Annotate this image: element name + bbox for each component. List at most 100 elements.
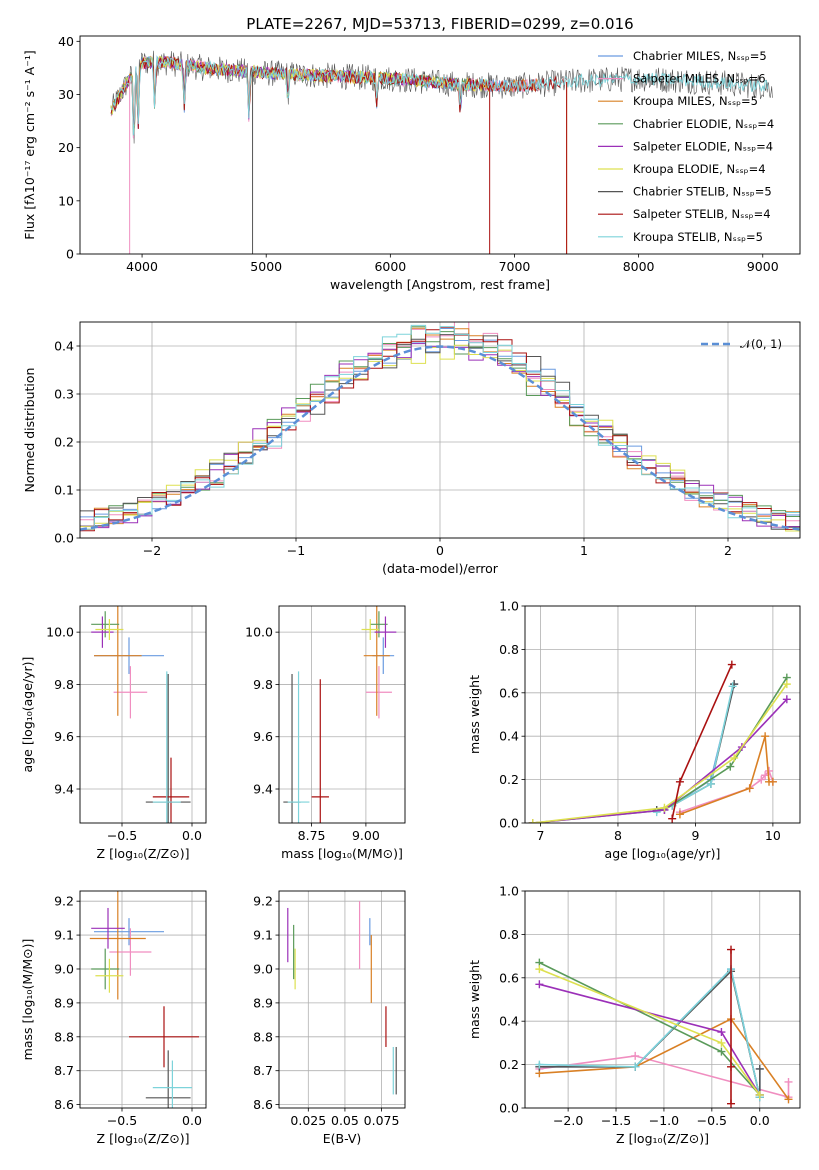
- weight-marker: [727, 945, 736, 954]
- legend-entry: Kroupa ELODIE, Nₛₛₚ=4: [633, 162, 766, 176]
- y-tick-label: 8.7: [54, 1063, 74, 1078]
- x-tick-label: 2: [724, 543, 732, 558]
- x-tick-label: 0.0: [182, 828, 202, 843]
- y-tick-label: 8.7: [253, 1063, 273, 1078]
- y-tick-label: 0.0: [499, 816, 519, 831]
- y-tick-label: 0.0: [499, 1101, 519, 1116]
- x-tick-label: −1: [287, 543, 305, 558]
- weight-marker: [660, 803, 669, 812]
- plot-area-spectrum: [110, 50, 773, 254]
- x-tick-label: −2.0: [553, 1113, 583, 1128]
- y-axis-label: age [log₁₀(age/yr)]: [20, 657, 35, 773]
- legend-entry: Chabrier STELIB, Nₛₛₚ=5: [633, 185, 772, 199]
- weight-line-3: [532, 677, 788, 823]
- weight-marker: [768, 777, 777, 786]
- x-tick-label: 7: [537, 828, 545, 843]
- y-tick-label: 0.4: [54, 339, 74, 354]
- axes-frame: [524, 605, 801, 824]
- y-tick-label: 8.6: [54, 1097, 74, 1112]
- x-axis-label: mass [log₁₀(M/M⊙)]: [281, 846, 403, 861]
- y-tick-label: 8.8: [54, 1029, 74, 1044]
- axes-frame: [524, 890, 801, 1109]
- x-tick-label: 10: [765, 828, 781, 843]
- weight-marker: [784, 1077, 793, 1086]
- weight-marker: [717, 1028, 726, 1037]
- axes-frame: [278, 890, 406, 1109]
- weight-marker: [730, 753, 739, 762]
- residual-hist-5: [80, 344, 800, 532]
- frame-layer: [76, 35, 801, 1112]
- x-tick-label: 0.05: [331, 1113, 359, 1128]
- weight-marker: [535, 980, 544, 989]
- weight-marker: [726, 762, 735, 771]
- weight-marker: [717, 1047, 726, 1056]
- y-tick-label: 9.2: [253, 894, 273, 909]
- y-tick-label: 1.0: [499, 884, 519, 899]
- x-tick-label: −1.0: [649, 1113, 679, 1128]
- x-tick-label: 0.025: [290, 1113, 326, 1128]
- plot-area-mass-vs-Z: [89, 891, 199, 1108]
- weight-line-2: [679, 735, 773, 816]
- weight-marker: [782, 695, 791, 704]
- x-axis-label: Z [log₁₀(Z/Z⊙)]: [97, 846, 190, 861]
- y-tick-label: 10.0: [46, 625, 74, 640]
- x-tick-label: 1: [580, 543, 588, 558]
- y-tick-label: 9.0: [253, 961, 273, 976]
- weight-marker: [755, 1064, 764, 1073]
- axes-frame: [79, 605, 207, 824]
- plot-area-residuals: [80, 322, 800, 532]
- y-tick-label: 9.8: [253, 677, 273, 692]
- y-tick-label: 10: [58, 193, 74, 208]
- weight-line-2: [539, 1017, 790, 1100]
- y-tick-label: 0.8: [499, 642, 519, 657]
- x-tick-label: −0.5: [107, 828, 137, 843]
- x-tick-label: 0.075: [364, 1113, 400, 1128]
- weight-marker: [727, 660, 736, 669]
- y-tick-label: 9.1: [54, 928, 74, 943]
- y-tick-label: 1.0: [499, 599, 519, 614]
- x-tick-label: −2: [143, 543, 161, 558]
- y-tick-label: 20: [58, 140, 74, 155]
- x-tick-label: 6000: [374, 259, 406, 274]
- x-tick-label: 9.00: [352, 828, 380, 843]
- weight-marker: [631, 1062, 640, 1071]
- y-tick-label: 0.2: [54, 435, 74, 450]
- weight-marker: [706, 779, 715, 788]
- legend-entry: Kroupa STELIB, Nₛₛₚ=5: [633, 230, 763, 244]
- axes-frame: [79, 35, 801, 255]
- x-tick-label: 5000: [250, 259, 282, 274]
- x-axis-label: wavelength [Angstrom, rest frame]: [330, 277, 550, 292]
- y-tick-label: 9.8: [54, 677, 74, 692]
- weight-marker: [535, 965, 544, 974]
- y-tick-label: 0.8: [499, 927, 519, 942]
- y-tick-label: 9.4: [54, 782, 74, 797]
- weight-marker: [631, 1051, 640, 1060]
- x-tick-label: 8000: [623, 259, 655, 274]
- x-tick-label: 8: [614, 828, 622, 843]
- spectrum-line-8: [110, 56, 769, 136]
- axes-frame: [79, 890, 207, 1109]
- weight-marker: [757, 775, 766, 784]
- x-tick-label: 0: [436, 543, 444, 558]
- y-tick-label: 40: [58, 34, 74, 49]
- y-tick-label: 0.1: [54, 483, 74, 498]
- weight-marker: [761, 732, 770, 741]
- x-tick-label: −0.5: [697, 1113, 727, 1128]
- y-tick-label: 0.4: [499, 729, 519, 744]
- plot-area-mass-vs-EBV: [287, 901, 397, 1095]
- grid-layer: [80, 322, 800, 1109]
- x-tick-label: 0.0: [750, 1113, 770, 1128]
- plot-area-weight-vs-age: [528, 660, 791, 823]
- weight-line-5: [532, 683, 788, 823]
- weight-line-4: [532, 698, 788, 823]
- residual-hist-8: [80, 324, 800, 530]
- y-tick-label: 0.6: [499, 970, 519, 985]
- legend-entry: 𝒩(0, 1): [740, 337, 782, 351]
- y-axis-label: mass weight: [467, 675, 482, 754]
- x-tick-label: −0.5: [107, 1113, 137, 1128]
- weight-marker: [784, 1095, 793, 1104]
- weight-marker: [717, 1038, 726, 1047]
- x-tick-label: 0.0: [182, 1113, 202, 1128]
- x-axis-label: E(B-V): [323, 1131, 362, 1146]
